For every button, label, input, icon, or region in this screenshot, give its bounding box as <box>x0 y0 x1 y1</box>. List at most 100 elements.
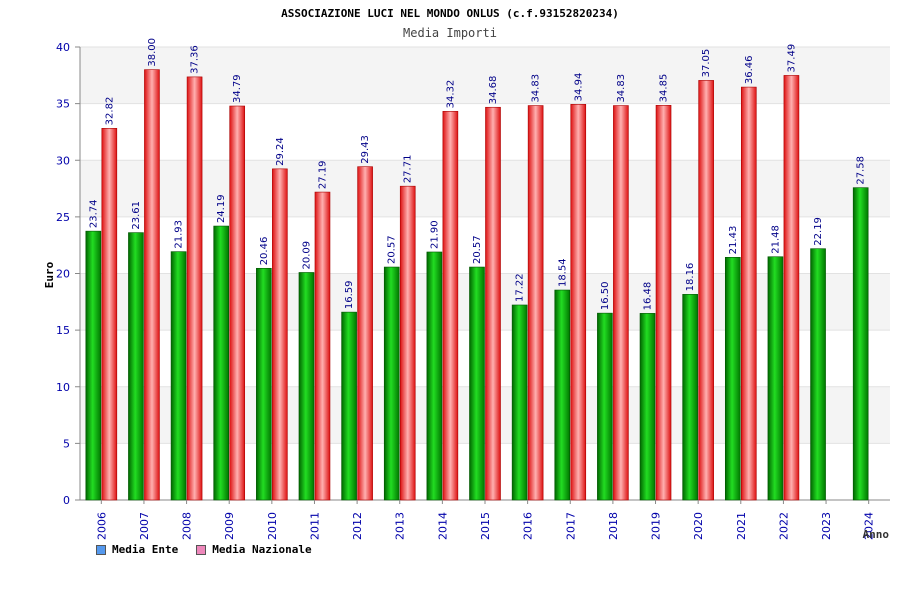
x-tick-label: 2015 <box>479 512 492 540</box>
bar-media-ente <box>341 311 357 501</box>
bar-media-nazionale <box>186 76 203 501</box>
data-label: 22.19 <box>813 217 824 246</box>
bar-media-ente <box>597 312 613 501</box>
legend-swatch-media-ente <box>96 544 106 555</box>
bar-media-ente <box>810 248 826 501</box>
x-axis-label: Anno <box>863 528 890 541</box>
data-label: 27.58 <box>856 156 867 185</box>
bar-media-ente <box>639 313 656 501</box>
data-label: 34.94 <box>573 73 584 102</box>
chart-title: ASSOCIAZIONE LUCI NEL MONDO ONLUS (c.f.9… <box>281 7 619 20</box>
chart-subtitle: Media Importi <box>403 26 497 40</box>
data-label: 27.19 <box>317 160 328 189</box>
bar-media-nazionale <box>144 69 160 501</box>
bar-media-nazionale <box>485 106 501 501</box>
x-tick-label: 2024 <box>863 512 876 540</box>
x-tick-label: 2013 <box>394 512 407 540</box>
bar-media-ente <box>256 267 272 501</box>
data-label: 32.82 <box>104 97 115 126</box>
data-label: 38.00 <box>147 38 158 67</box>
y-tick-label: 20 <box>56 268 70 281</box>
data-label: 34.32 <box>445 80 456 109</box>
x-tick-label: 2010 <box>266 512 279 540</box>
data-label: 37.49 <box>786 44 797 73</box>
bar-media-nazionale <box>272 168 288 501</box>
bar-media-ente <box>298 272 315 501</box>
bar-media-ente <box>128 232 144 501</box>
data-label: 16.48 <box>643 282 654 311</box>
data-label: 20.57 <box>387 235 398 264</box>
legend-label-media-ente: Media Ente <box>112 543 179 556</box>
bar-media-ente <box>852 187 869 501</box>
x-tick-label: 2023 <box>820 512 833 540</box>
data-label: 17.22 <box>515 273 526 302</box>
x-tick-label: 2011 <box>308 512 321 540</box>
bar-media-nazionale <box>229 105 246 501</box>
data-label: 21.90 <box>429 220 440 249</box>
bar-media-nazionale <box>527 105 544 501</box>
data-label: 20.46 <box>259 237 270 266</box>
data-label: 27.71 <box>403 155 414 184</box>
data-label: 20.57 <box>472 235 483 264</box>
data-label: 21.43 <box>728 226 739 255</box>
y-tick-label: 40 <box>56 41 70 54</box>
data-label: 21.48 <box>770 225 781 254</box>
data-label: 20.09 <box>301 241 312 270</box>
data-label: 34.83 <box>616 74 627 103</box>
bar-media-ente <box>383 266 400 501</box>
bar-media-nazionale <box>101 128 118 501</box>
legend-swatch-media-nazionale <box>196 544 207 555</box>
bar-media-nazionale <box>357 166 373 501</box>
data-label: 37.05 <box>701 49 712 78</box>
data-label: 36.46 <box>744 55 755 84</box>
bar-media-ente <box>767 256 784 501</box>
x-tick-label: 2007 <box>138 512 151 540</box>
x-tick-label: 2021 <box>735 512 748 540</box>
y-tick-label: 25 <box>56 211 70 224</box>
bar-media-ente <box>724 257 741 501</box>
bar-media-ente <box>511 304 528 501</box>
data-label: 21.93 <box>174 220 185 249</box>
bar-media-nazionale <box>655 105 672 501</box>
data-label: 37.36 <box>190 45 201 74</box>
bar-media-ente <box>682 294 698 501</box>
data-label: 23.74 <box>88 200 99 229</box>
legend: Media Ente Media Nazionale <box>96 543 312 556</box>
y-tick-label: 15 <box>56 324 70 337</box>
plot-area: 0 5 10 15 20 25 30 35 40 23.74 32.82 2006 23.61 38.00… <box>56 38 890 540</box>
bar-media-ente <box>426 251 443 501</box>
x-tick-label: 2014 <box>436 512 449 540</box>
data-label: 29.24 <box>275 137 286 166</box>
x-tick-label: 2006 <box>95 512 108 540</box>
bar-media-ente <box>469 266 485 501</box>
data-label: 24.19 <box>216 194 227 223</box>
data-label: 16.59 <box>344 280 355 309</box>
x-tick-label: 2017 <box>564 512 577 540</box>
x-tick-label: 2009 <box>223 512 236 540</box>
y-tick-label: 5 <box>63 437 70 450</box>
data-label: 16.50 <box>600 281 611 310</box>
y-tick-label: 10 <box>56 381 70 394</box>
bar-media-nazionale <box>442 111 459 501</box>
y-axis-label: Euro <box>43 261 56 288</box>
x-tick-label: 2020 <box>692 512 705 540</box>
bar-media-ente <box>554 289 571 501</box>
y-tick-label: 0 <box>63 494 70 507</box>
data-label: 34.79 <box>232 74 243 103</box>
x-tick-label: 2012 <box>351 512 364 540</box>
data-label: 18.16 <box>685 263 696 292</box>
legend-item-media-nazionale: Media Nazionale <box>196 543 312 556</box>
x-tick-label: 2019 <box>650 512 663 540</box>
bar-media-nazionale <box>783 75 800 501</box>
bar-media-nazionale <box>399 185 416 501</box>
bar-media-nazionale <box>314 191 331 501</box>
legend-label-media-nazionale: Media Nazionale <box>212 543 312 556</box>
bar-media-ente <box>213 225 230 501</box>
bar-media-nazionale <box>570 104 587 501</box>
legend-item-media-ente: Media Ente <box>96 543 178 556</box>
data-label: 34.85 <box>659 74 670 103</box>
bar-media-ente <box>170 251 187 501</box>
data-label: 23.61 <box>131 201 142 230</box>
y-tick-label: 35 <box>56 98 70 111</box>
